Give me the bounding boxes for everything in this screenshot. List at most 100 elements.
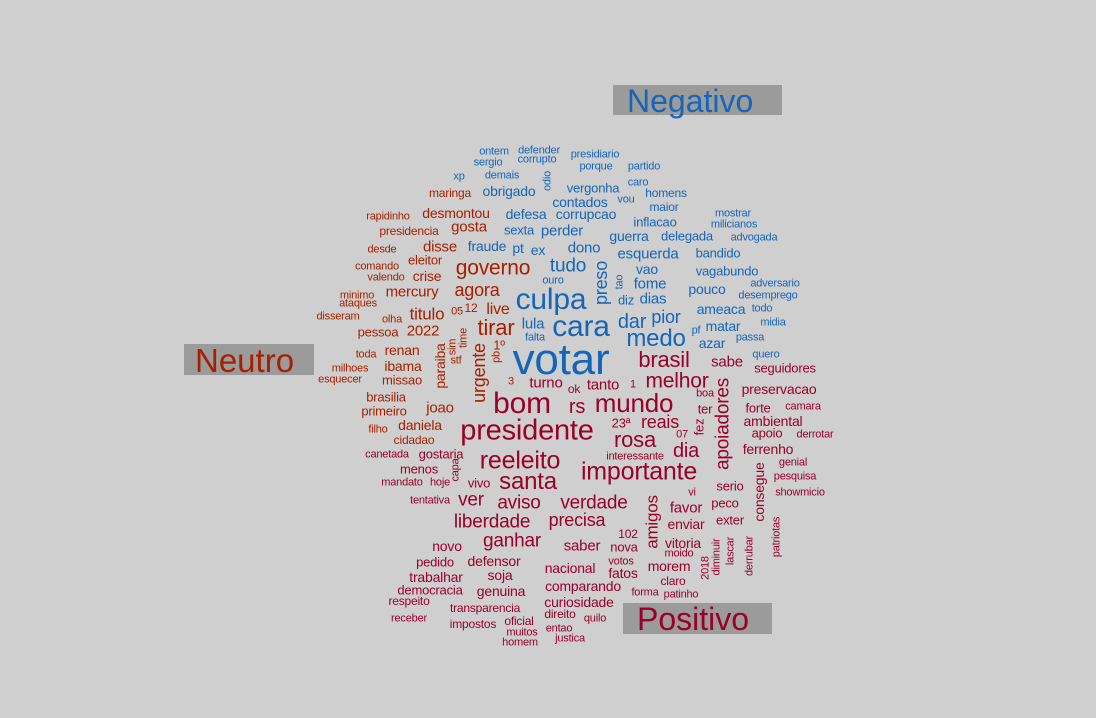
cloud-word: desde	[367, 243, 397, 256]
cloud-word: obrigado	[482, 183, 536, 199]
cloud-word: transparencia	[449, 601, 521, 615]
cloud-word: entao	[545, 622, 573, 635]
cloud-word: genuina	[476, 583, 526, 599]
cloud-word: mundo	[594, 388, 674, 418]
cloud-word: quero	[752, 348, 780, 361]
cloud-word: claro	[660, 574, 686, 588]
cloud-word: time	[457, 328, 470, 348]
cloud-word: menos	[399, 461, 439, 477]
cloud-word: crise	[412, 268, 442, 284]
cloud-word: consegue	[751, 462, 767, 522]
cloud-word: olha	[382, 313, 402, 326]
cloud-word: agora	[454, 280, 500, 300]
cloud-word: todo	[751, 302, 773, 315]
cloud-word: derrubar	[743, 536, 756, 576]
cloud-word: pt	[512, 240, 524, 256]
cloud-word: mostrar	[715, 207, 751, 220]
cloud-word: desmontou	[422, 205, 490, 221]
cloud-word: morem	[647, 558, 691, 574]
cloud-word: diminuir	[710, 538, 723, 576]
cloud-word: primeiro	[361, 403, 407, 419]
cloud-word: presidencia	[379, 224, 439, 238]
cloud-word: governo	[455, 256, 531, 280]
cloud-word: direito	[544, 607, 576, 621]
cloud-word: peco	[711, 495, 739, 511]
cloud-word: tentativa	[410, 494, 450, 507]
cloud-word: serio	[716, 478, 744, 494]
cloud-word: ok	[567, 382, 581, 396]
cloud-word: forte	[745, 400, 771, 416]
cloud-word: vou	[617, 193, 635, 206]
cloud-word: enviar	[667, 516, 705, 532]
cloud-word: justica	[555, 632, 585, 645]
cloud-word: gosta	[451, 218, 487, 236]
cloud-word: homens	[645, 186, 687, 200]
cloud-word: bom	[493, 387, 551, 420]
cloud-word: dia	[672, 440, 700, 462]
cloud-word: patriotas	[770, 516, 783, 558]
cloud-word: verdade	[560, 492, 628, 514]
cloud-word: ontem	[479, 145, 509, 158]
cloud-word: delegada	[661, 228, 713, 244]
cloud-word: vi	[688, 486, 696, 499]
cloud-word: showmicio	[775, 486, 825, 499]
cloud-word: capa	[449, 458, 462, 482]
cloud-word: precisa	[548, 510, 606, 530]
cloud-word: respeito	[388, 594, 430, 608]
cloud-word: pessoa	[357, 324, 399, 340]
cloud-word: dias	[639, 290, 667, 308]
neutral-label: Neutro	[184, 344, 314, 377]
cloud-word: quilo	[583, 612, 607, 625]
cloud-word: rapidinho	[366, 210, 410, 223]
cloud-word: boa	[696, 387, 714, 400]
cloud-word: joao	[426, 399, 454, 417]
cloud-word: interessante	[606, 450, 664, 463]
cloud-word: ex	[530, 242, 546, 258]
cloud-word: disse	[422, 238, 458, 256]
cloud-word: forma	[631, 586, 659, 599]
cloud-word: ganhar	[483, 530, 541, 552]
cloud-word: gostaria	[418, 446, 464, 462]
cloud-word: defensor	[467, 553, 521, 569]
cloud-word: ferrenho	[742, 441, 794, 457]
cloud-word: apoiadores	[712, 377, 734, 471]
cloud-word: ambiental	[743, 413, 803, 429]
cloud-word: corrupcao	[555, 206, 617, 222]
cloud-word: matar	[705, 318, 741, 334]
cloud-word: vergonha	[566, 180, 620, 196]
negative-label: Negativo	[613, 85, 782, 117]
cloud-word: trabalhar	[409, 569, 463, 585]
cloud-word: lascar	[724, 536, 737, 566]
cloud-word: minimo	[339, 289, 375, 302]
cloud-word: caro	[627, 176, 649, 189]
cloud-word: saber	[563, 537, 601, 555]
cloud-word: bandido	[695, 245, 741, 261]
cloud-word: falta	[525, 331, 545, 344]
cloud-word: dono	[567, 239, 601, 257]
cloud-word: sergio	[473, 156, 503, 169]
cloud-word: impostos	[449, 617, 497, 631]
cloud-word: muitos	[506, 626, 538, 639]
cloud-word: milicianos	[710, 218, 758, 231]
cloud-word: 12	[464, 301, 478, 315]
cloud-word: esquerda	[617, 245, 679, 263]
cloud-word: democracia	[397, 582, 463, 598]
cloud-word: pedido	[416, 554, 454, 570]
cloud-word: genial	[778, 456, 808, 469]
cloud-word: 1	[630, 378, 636, 391]
cloud-word: turno	[529, 374, 563, 392]
cloud-word: 05	[451, 305, 463, 318]
cloud-word: daniela	[398, 417, 442, 433]
cloud-word: ataques	[339, 297, 377, 310]
cloud-word: reeleito	[479, 446, 561, 475]
cloud-word: ter	[697, 401, 713, 417]
cloud-word: vao	[636, 261, 658, 277]
cloud-word: eleitor	[407, 252, 443, 268]
cloud-word: ibama	[384, 358, 422, 374]
cloud-word: cidadao	[393, 433, 435, 447]
cloud-word: inflacao	[633, 214, 677, 230]
cloud-word: soja	[487, 567, 513, 583]
cloud-word: tao	[613, 274, 626, 290]
cloud-word: culpa	[515, 283, 587, 316]
cloud-word: pior	[651, 307, 681, 327]
